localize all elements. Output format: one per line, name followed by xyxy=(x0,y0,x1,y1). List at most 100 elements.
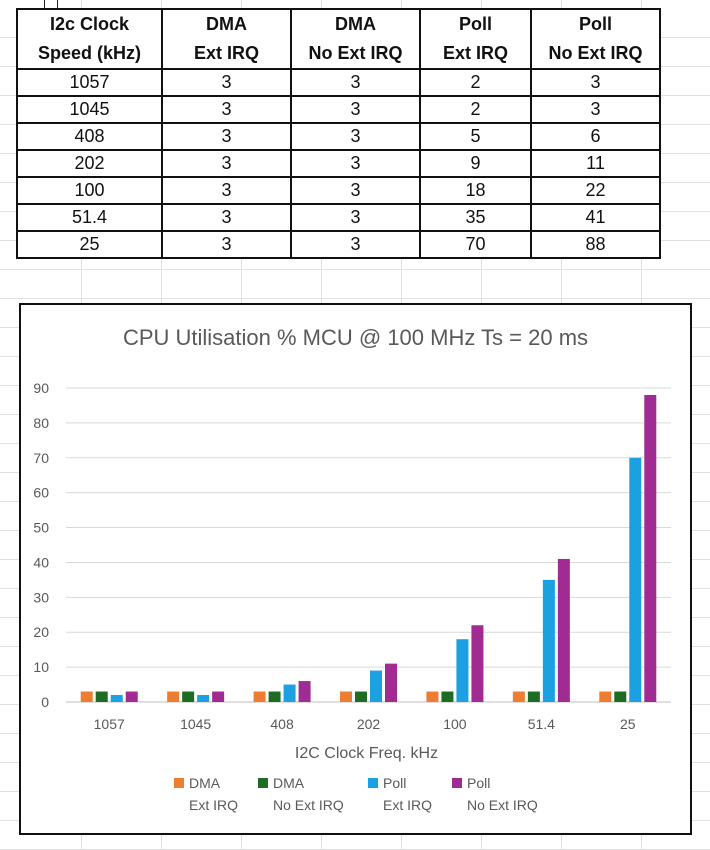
legend-label: Poll xyxy=(383,775,406,791)
bar xyxy=(182,691,195,702)
legend-label: DMA xyxy=(189,775,221,791)
bar xyxy=(298,681,311,702)
bar xyxy=(167,691,180,702)
x-tick-label: 1045 xyxy=(180,716,211,732)
y-tick-label: 50 xyxy=(33,520,49,536)
table-cell[interactable]: 3 xyxy=(161,230,292,259)
bar xyxy=(385,663,397,702)
column-header-line: DMA xyxy=(206,14,247,34)
table-cell[interactable]: 35 xyxy=(419,203,532,232)
table-cell[interactable]: 3 xyxy=(161,176,292,205)
y-tick-label: 90 xyxy=(33,380,49,396)
bar-chart-svg: CPU Utilisation % MCU @ 100 MHz Ts = 20 … xyxy=(33,325,671,813)
table-cell[interactable]: 3 xyxy=(290,176,421,205)
bar xyxy=(426,691,439,702)
legend-swatch xyxy=(452,778,462,788)
table-cell[interactable]: 22 xyxy=(530,176,661,205)
table-cell[interactable]: 100 xyxy=(16,176,163,205)
bar xyxy=(471,625,484,702)
table-cell[interactable]: 3 xyxy=(530,95,661,124)
legend-swatch xyxy=(368,778,378,788)
column-header-line: Poll xyxy=(578,14,612,34)
table-cell[interactable]: 3 xyxy=(161,203,292,232)
column-header-line: Poll xyxy=(458,14,492,34)
table-cell[interactable]: 18 xyxy=(419,176,532,205)
table-cell[interactable]: 25 xyxy=(16,230,163,259)
legend-swatch xyxy=(258,778,268,788)
y-tick-label: 0 xyxy=(41,694,49,710)
bar xyxy=(644,394,657,702)
chart[interactable]: CPU Utilisation % MCU @ 100 MHz Ts = 20 … xyxy=(19,303,692,835)
column-header[interactable]: Poll Ext IRQ xyxy=(419,8,532,70)
legend-label: Poll xyxy=(467,775,490,791)
bar xyxy=(599,691,612,702)
table-cell[interactable]: 1045 xyxy=(16,95,163,124)
table-cell[interactable]: 9 xyxy=(419,149,532,178)
column-header[interactable]: DMA Ext IRQ xyxy=(161,8,292,70)
table-row: 100 3 3 18 22 xyxy=(16,176,661,205)
table-cell[interactable]: 3 xyxy=(290,149,421,178)
bar xyxy=(110,695,123,702)
bar xyxy=(95,691,108,702)
table-row: 25 3 3 70 88 xyxy=(16,230,661,259)
table-cell[interactable]: 3 xyxy=(290,122,421,151)
column-header[interactable]: I2c Clock Speed (kHz) xyxy=(16,8,163,70)
table-row: 1045 3 3 2 3 xyxy=(16,95,661,124)
bar xyxy=(441,691,454,702)
x-tick-label: 408 xyxy=(270,716,294,732)
column-header[interactable]: DMA No Ext IRQ xyxy=(290,8,421,70)
y-tick-label: 20 xyxy=(33,624,49,640)
column-header-line: No Ext IRQ xyxy=(308,43,403,63)
column-header-line: DMA xyxy=(335,14,376,34)
y-tick-label: 30 xyxy=(33,589,49,605)
column-header[interactable]: Poll No Ext IRQ xyxy=(530,8,661,70)
x-tick-label: 100 xyxy=(443,716,467,732)
bar xyxy=(629,457,642,702)
x-tick-label: 51.4 xyxy=(528,716,555,732)
table-cell[interactable]: 2 xyxy=(419,95,532,124)
bar xyxy=(512,691,525,702)
bar xyxy=(456,639,469,702)
table-cell[interactable]: 3 xyxy=(530,68,661,97)
table-header-row: I2c Clock Speed (kHz) DMA Ext IRQ DMA No Ext … xyxy=(16,8,661,70)
table-row: 51.4 3 3 35 41 xyxy=(16,203,661,232)
y-tick-label: 70 xyxy=(33,450,49,466)
table-cell[interactable]: 88 xyxy=(530,230,661,259)
x-tick-label: 25 xyxy=(620,716,636,732)
table-cell[interactable]: 70 xyxy=(419,230,532,259)
bar xyxy=(370,670,382,702)
table-row: 1057 3 3 2 3 xyxy=(16,68,661,97)
table-cell[interactable]: 1057 xyxy=(16,68,163,97)
table-cell[interactable]: 3 xyxy=(161,122,292,151)
bar xyxy=(197,695,210,702)
legend-label: No Ext IRQ xyxy=(467,797,538,813)
table-cell[interactable]: 408 xyxy=(16,122,163,151)
legend-label: Ext IRQ xyxy=(383,797,432,813)
table-cell[interactable]: 5 xyxy=(419,122,532,151)
table-cell[interactable]: 3 xyxy=(161,149,292,178)
table-cell[interactable]: 3 xyxy=(290,95,421,124)
table-cell[interactable]: 2 xyxy=(419,68,532,97)
table-cell[interactable]: 6 xyxy=(530,122,661,151)
table-cell[interactable]: 202 xyxy=(16,149,163,178)
bar xyxy=(283,684,296,702)
x-axis-title: I2C Clock Freq. kHz xyxy=(295,745,438,762)
table-cell[interactable]: 3 xyxy=(290,68,421,97)
table-cell[interactable]: 3 xyxy=(290,203,421,232)
table-cell[interactable]: 3 xyxy=(161,95,292,124)
column-header-line: I2c Clock xyxy=(49,14,130,34)
table-cell[interactable]: 3 xyxy=(290,230,421,259)
table-cell[interactable]: 41 xyxy=(530,203,661,232)
x-tick-label: 202 xyxy=(357,716,381,732)
data-table: I2c Clock Speed (kHz) DMA Ext IRQ DMA No Ext … xyxy=(16,8,661,259)
bar xyxy=(125,691,138,702)
legend-label: No Ext IRQ xyxy=(273,797,344,813)
chart-title: CPU Utilisation % MCU @ 100 MHz Ts = 20 … xyxy=(123,325,588,350)
table-cell[interactable]: 11 xyxy=(530,149,661,178)
y-tick-label: 60 xyxy=(33,485,49,501)
table-cell[interactable]: 51.4 xyxy=(16,203,163,232)
bar xyxy=(80,691,93,702)
bar xyxy=(212,691,225,702)
bar xyxy=(253,691,266,702)
table-cell[interactable]: 3 xyxy=(161,68,292,97)
